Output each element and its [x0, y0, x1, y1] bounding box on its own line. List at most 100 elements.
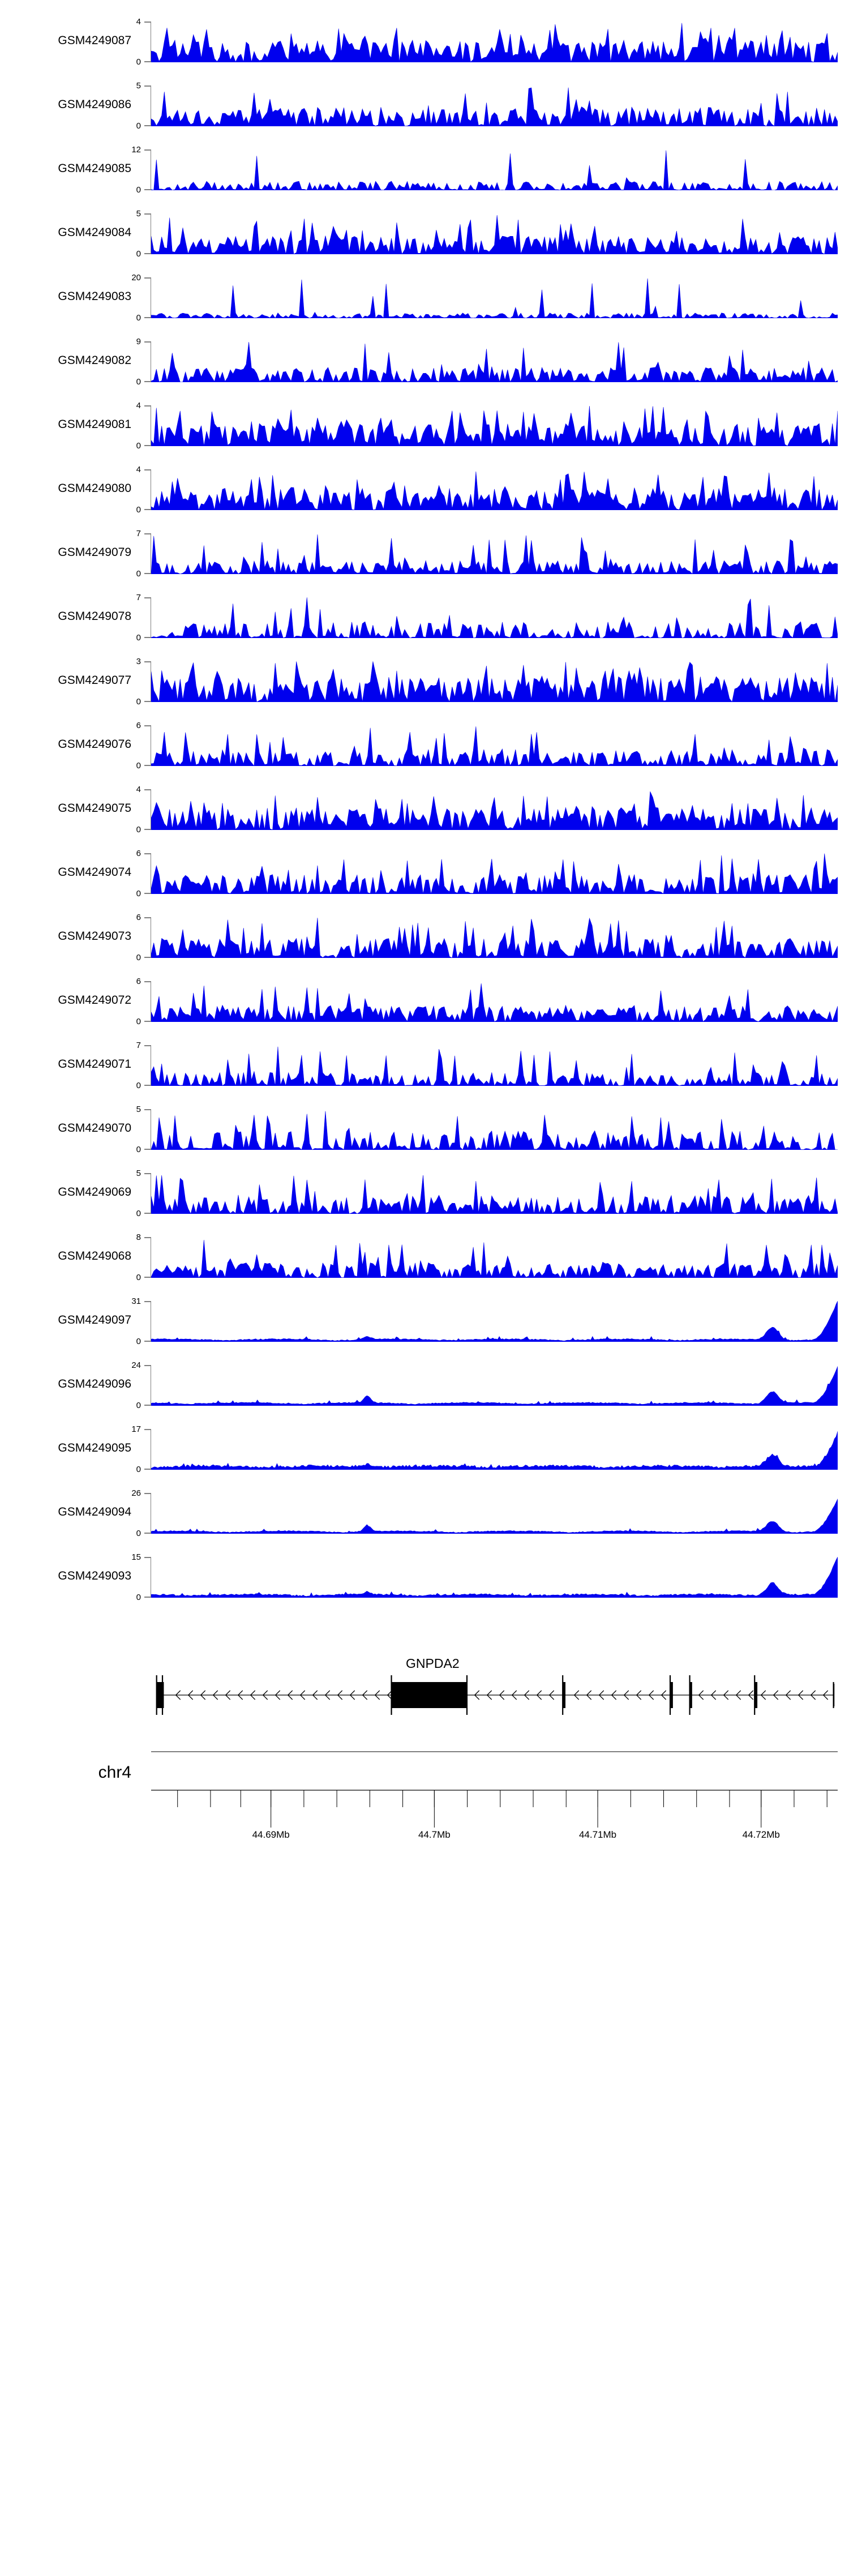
track-label: GSM4249069	[58, 1186, 131, 1199]
coverage-track[interactable]: GSM4249084 5 0	[0, 209, 849, 258]
coverage-track[interactable]: GSM4249073 6 0	[0, 913, 849, 962]
coverage-signal	[151, 726, 838, 766]
coverage-track[interactable]: GSM4249077 3 0	[0, 657, 849, 706]
track-label: GSM4249072	[58, 994, 131, 1007]
coverage-track[interactable]: GSM4249082 9 0	[0, 337, 849, 386]
coverage-plot[interactable]	[151, 469, 838, 510]
coverage-plot[interactable]	[151, 1365, 838, 1406]
strand-arrow-icon	[598, 1690, 604, 1700]
coverage-track[interactable]: GSM4249083 20 0	[0, 273, 849, 322]
coverage-plot[interactable]	[151, 277, 838, 318]
coverage-track[interactable]: GSM4249086 5 0	[0, 82, 849, 130]
exon-block[interactable]	[754, 1682, 758, 1708]
coverage-plot[interactable]	[151, 981, 838, 1022]
coverage-signal	[151, 1175, 838, 1214]
y-axis-min-label: 0	[136, 569, 141, 579]
coverage-track[interactable]: GSM4249068 8 0	[0, 1233, 849, 1282]
track-label: GSM4249070	[58, 1122, 131, 1135]
y-axis-tick-min	[144, 61, 152, 62]
coverage-track[interactable]: GSM4249087 4 0	[0, 18, 849, 66]
exon-block[interactable]	[563, 1682, 566, 1708]
strand-arrow-icon	[337, 1690, 343, 1700]
coverage-track[interactable]: GSM4249093 15 0	[0, 1553, 849, 1602]
coverage-signal	[151, 471, 838, 510]
coverage-plot[interactable]	[151, 85, 838, 126]
track-label: GSM4249085	[58, 162, 131, 175]
exon-block[interactable]	[833, 1682, 834, 1708]
coverage-plot[interactable]	[151, 1493, 838, 1534]
coverage-track[interactable]: GSM4249078 7 0	[0, 593, 849, 642]
coverage-track[interactable]: GSM4249076 6 0	[0, 721, 849, 770]
track-y-axis: 26 0	[131, 1489, 152, 1538]
coverage-plot[interactable]	[151, 1109, 838, 1150]
track-label: GSM4249081	[58, 418, 131, 431]
track-label: GSM4249093	[58, 1569, 131, 1582]
coverage-plot[interactable]	[151, 789, 838, 830]
gene-annotation-track[interactable]: GNPDA2	[0, 1656, 849, 1718]
coverage-track[interactable]: GSM4249095 17 0	[0, 1425, 849, 1474]
coverage-plot[interactable]	[151, 917, 838, 958]
coverage-plot[interactable]	[151, 853, 838, 894]
coverage-plot[interactable]	[151, 22, 838, 62]
coverage-track[interactable]: GSM4249080 4 0	[0, 465, 849, 514]
y-axis-min-label: 0	[136, 1017, 141, 1026]
coverage-track[interactable]: GSM4249074 6 0	[0, 849, 849, 898]
y-axis-min-label: 0	[136, 185, 141, 195]
strand-arrow-icon	[773, 1690, 779, 1700]
coverage-plot[interactable]	[151, 1301, 838, 1342]
y-axis-min-label: 0	[136, 633, 141, 643]
coverage-plot[interactable]	[151, 213, 838, 254]
exon-block[interactable]	[670, 1682, 673, 1708]
y-axis-max-label: 5	[136, 1169, 141, 1178]
coverage-plot[interactable]	[151, 1173, 838, 1214]
coverage-plot[interactable]	[151, 1045, 838, 1086]
y-axis-tick-min	[144, 1277, 152, 1278]
coverage-signal	[151, 983, 838, 1022]
y-axis-tick-min	[144, 637, 152, 638]
coverage-plot[interactable]	[151, 533, 838, 574]
coverage-signal	[151, 791, 838, 830]
coverage-plot[interactable]	[151, 597, 838, 638]
y-axis-min-label: 0	[136, 825, 141, 835]
strand-arrow-icon	[175, 1690, 181, 1700]
coverage-signal	[151, 23, 838, 62]
coverage-track[interactable]: GSM4249096 24 0	[0, 1361, 849, 1410]
y-axis-tick-min	[144, 701, 152, 702]
strand-arrow-icon	[586, 1690, 592, 1700]
coverage-signal	[151, 534, 838, 574]
genome-ruler: chr4 44.69Mb 44.7Mb 44.71Mb 44.72Mb	[0, 1744, 849, 1851]
coverage-plot[interactable]	[151, 725, 838, 766]
coverage-track[interactable]: GSM4249081 4 0	[0, 401, 849, 450]
coverage-plot[interactable]	[151, 149, 838, 190]
strand-arrow-icon	[324, 1690, 331, 1700]
coverage-track[interactable]: GSM4249072 6 0	[0, 977, 849, 1026]
coverage-track[interactable]: GSM4249085 12 0	[0, 145, 849, 194]
coverage-track[interactable]: GSM4249071 7 0	[0, 1041, 849, 1090]
y-axis-tick-max	[144, 85, 152, 87]
coverage-plot[interactable]	[151, 1237, 838, 1278]
coverage-track[interactable]: GSM4249094 26 0	[0, 1489, 849, 1538]
coverage-plot[interactable]	[151, 661, 838, 702]
strand-arrow-icon	[212, 1690, 218, 1700]
coverage-plot[interactable]	[151, 1429, 838, 1470]
coverage-track[interactable]: GSM4249079 7 0	[0, 529, 849, 578]
coverage-signal	[151, 1431, 838, 1470]
coverage-plot[interactable]	[151, 341, 838, 382]
gene-model[interactable]	[151, 1674, 838, 1716]
coverage-plot[interactable]	[151, 405, 838, 446]
exon-block[interactable]	[391, 1682, 467, 1708]
y-axis-max-label: 12	[131, 145, 141, 155]
y-axis-tick-max	[144, 597, 152, 598]
coverage-track[interactable]: GSM4249097 31 0	[0, 1297, 849, 1346]
exon-block[interactable]	[689, 1682, 692, 1708]
coverage-track[interactable]: GSM4249075 4 0	[0, 785, 849, 834]
coverage-track[interactable]: GSM4249070 5 0	[0, 1105, 849, 1154]
strand-arrow-icon	[524, 1690, 530, 1700]
coverage-track[interactable]: GSM4249069 5 0	[0, 1169, 849, 1218]
coverage-plot[interactable]	[151, 1557, 838, 1598]
y-axis-min-label: 0	[136, 1209, 141, 1218]
